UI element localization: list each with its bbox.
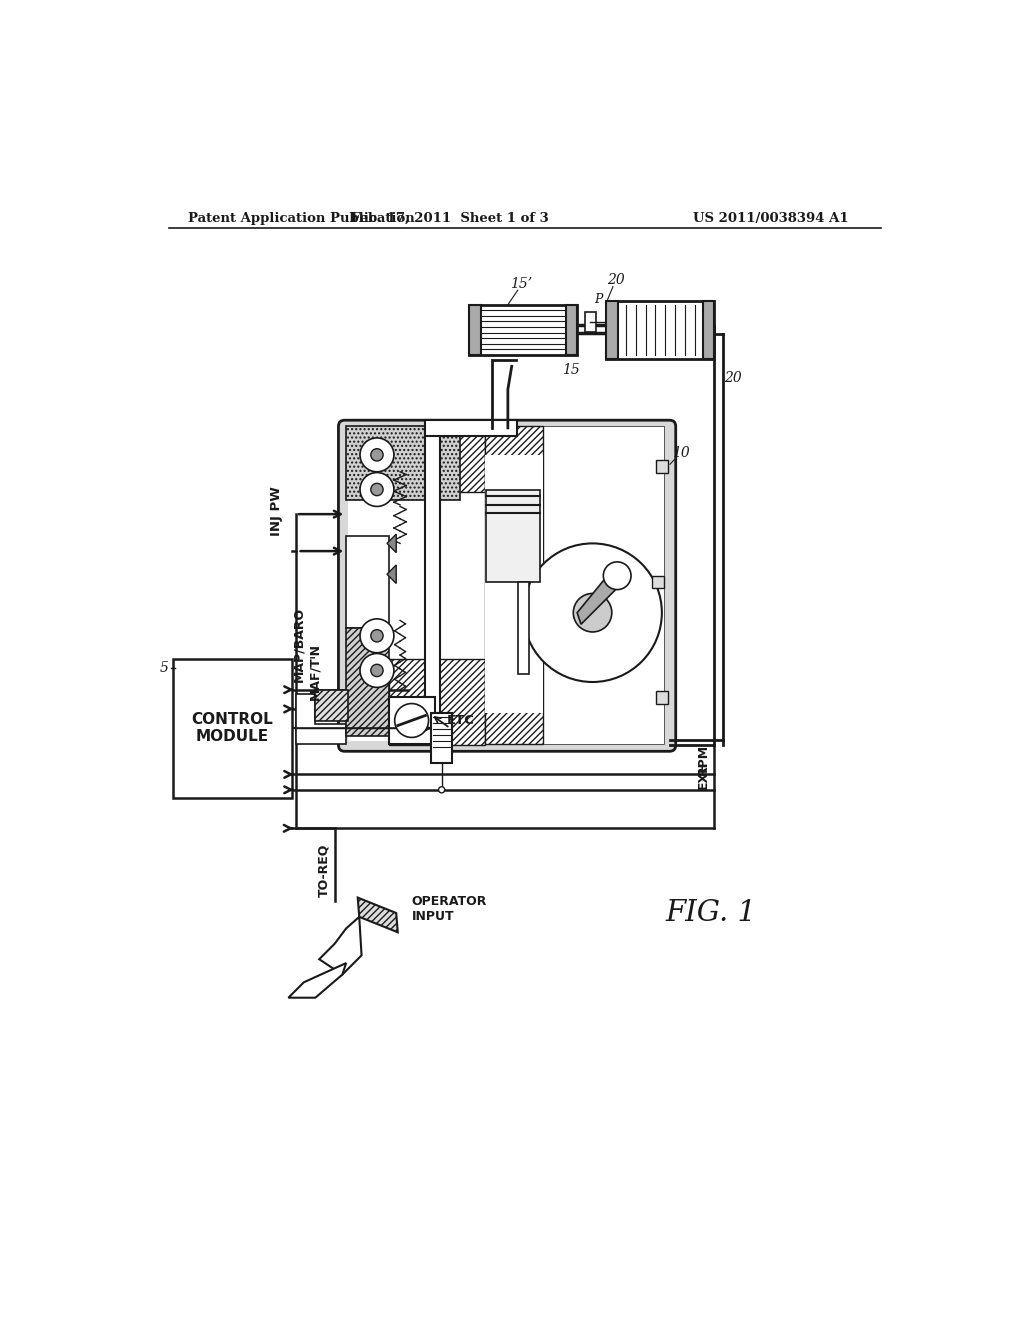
Polygon shape — [357, 898, 397, 932]
Text: CONTROL
MODULE: CONTROL MODULE — [191, 711, 273, 744]
Text: MAF/TᴵN: MAF/TᴵN — [309, 643, 322, 701]
Bar — [702, 301, 714, 359]
Polygon shape — [578, 570, 624, 624]
Circle shape — [394, 704, 429, 738]
Bar — [173, 659, 292, 797]
Bar — [606, 301, 617, 359]
Text: 10: 10 — [672, 446, 690, 459]
FancyBboxPatch shape — [339, 420, 676, 751]
Bar — [585, 313, 596, 331]
Text: 20: 20 — [607, 273, 625, 286]
Text: P: P — [595, 293, 603, 306]
Circle shape — [371, 664, 383, 677]
Text: 15’: 15’ — [510, 277, 532, 290]
Bar — [469, 305, 578, 355]
Polygon shape — [319, 917, 361, 974]
Text: TO-REQ: TO-REQ — [317, 843, 331, 898]
Text: 20: 20 — [724, 371, 741, 385]
Circle shape — [371, 630, 383, 642]
Text: INJ PW: INJ PW — [270, 486, 284, 536]
Circle shape — [360, 653, 394, 688]
Text: OPERATOR
INPUT: OPERATOR INPUT — [412, 895, 487, 923]
Circle shape — [603, 562, 631, 590]
Circle shape — [360, 619, 394, 653]
Bar — [484, 455, 543, 713]
Circle shape — [523, 544, 662, 682]
Bar — [565, 305, 578, 355]
Circle shape — [371, 449, 383, 461]
Bar — [388, 697, 435, 743]
Text: 15: 15 — [562, 363, 580, 378]
Text: Feb. 17, 2011  Sheet 1 of 3: Feb. 17, 2011 Sheet 1 of 3 — [351, 213, 549, 224]
Text: RPM: RPM — [697, 743, 711, 775]
Bar — [652, 576, 665, 589]
Bar — [346, 426, 460, 499]
Text: Patent Application Publication: Patent Application Publication — [188, 213, 415, 224]
Circle shape — [360, 473, 394, 507]
Bar — [425, 428, 440, 713]
Bar — [431, 713, 453, 763]
Bar — [484, 426, 543, 743]
Text: 5: 5 — [160, 661, 169, 675]
Bar — [486, 490, 541, 582]
Circle shape — [573, 594, 611, 632]
Bar — [606, 301, 714, 359]
Text: FIG. 1: FIG. 1 — [666, 899, 757, 927]
Bar — [655, 461, 668, 473]
Bar — [346, 536, 388, 628]
Bar — [425, 420, 517, 436]
Bar — [348, 430, 503, 742]
Text: MAP/BARO: MAP/BARO — [292, 607, 305, 682]
Polygon shape — [289, 964, 346, 998]
Circle shape — [371, 483, 383, 495]
Bar — [388, 426, 484, 492]
Bar — [388, 659, 484, 744]
Bar — [315, 689, 348, 721]
Polygon shape — [387, 565, 396, 583]
Bar — [543, 426, 665, 743]
Text: US 2011/0038394 A1: US 2011/0038394 A1 — [692, 213, 848, 224]
Bar — [518, 582, 528, 675]
Text: ETC: ETC — [446, 714, 474, 727]
Polygon shape — [296, 693, 346, 743]
Bar — [655, 692, 668, 704]
Circle shape — [438, 787, 444, 793]
Bar — [469, 305, 481, 355]
Text: EXH: EXH — [697, 760, 711, 788]
Polygon shape — [387, 535, 396, 553]
Circle shape — [360, 438, 394, 471]
Bar — [346, 628, 388, 737]
